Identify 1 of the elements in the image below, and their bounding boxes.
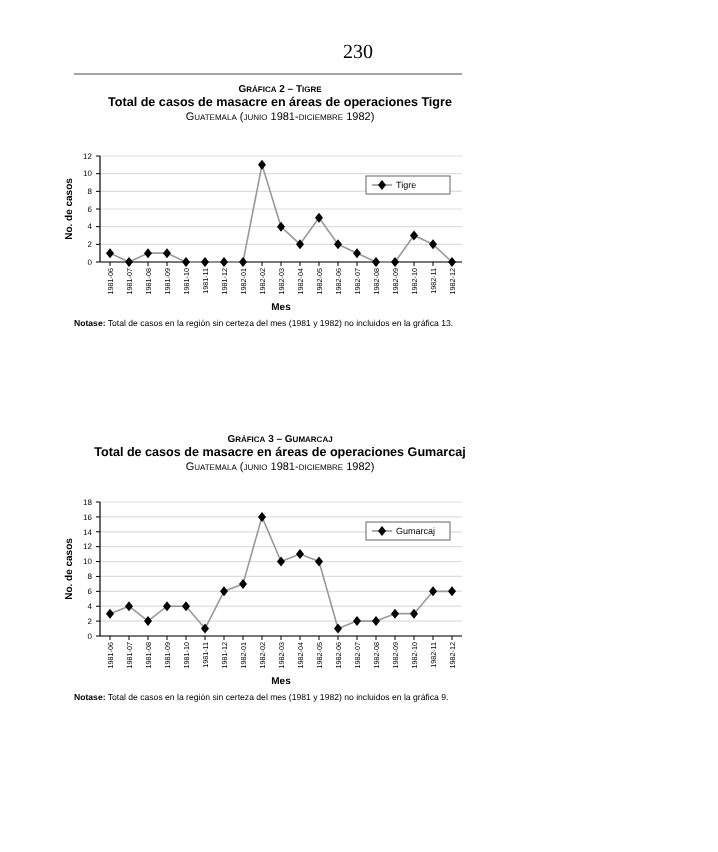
text: 230: [343, 42, 373, 64]
